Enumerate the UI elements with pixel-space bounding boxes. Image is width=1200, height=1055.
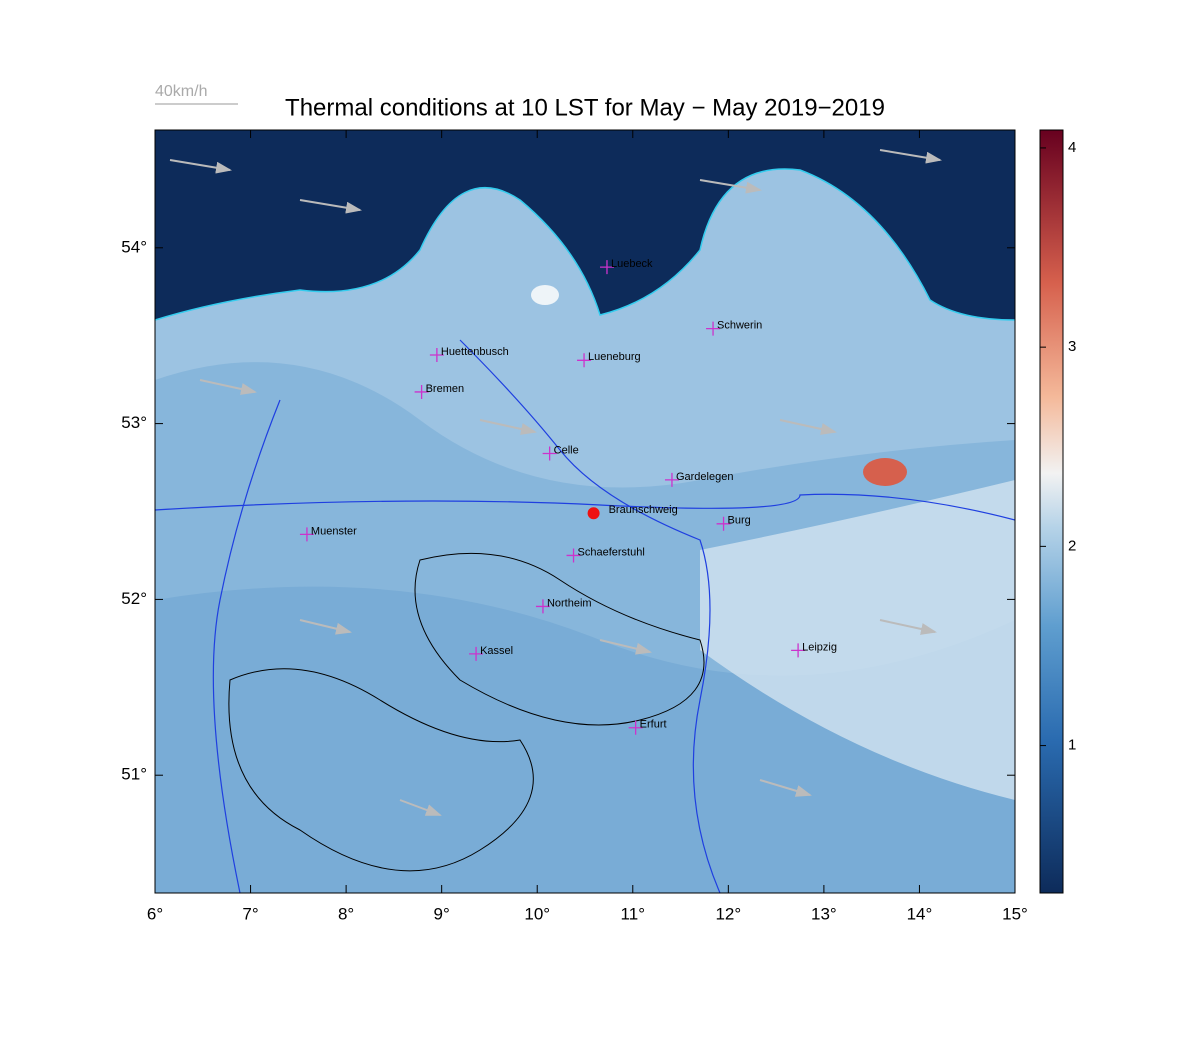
colorbar-tick-label: 2 (1068, 537, 1076, 554)
city-label: Schwerin (717, 320, 762, 332)
city-label: Huettenbusch (441, 346, 509, 358)
y-tick-label: 54° (121, 237, 147, 256)
x-tick-label: 9° (434, 904, 450, 923)
city-label: Burg (728, 515, 751, 527)
x-tick-label: 10° (524, 904, 550, 923)
y-tick-label: 51° (121, 765, 147, 784)
city-marker (706, 321, 721, 336)
city-label: Gardelegen (676, 471, 734, 483)
y-tick-label: 53° (121, 413, 147, 432)
city-marker (429, 348, 444, 363)
colorbar (1039, 129, 1064, 894)
x-tick-label: 14° (907, 904, 933, 923)
city-label: Celle (554, 444, 579, 456)
city-marker (628, 720, 643, 735)
x-tick-label: 12° (715, 904, 741, 923)
city-marker (299, 527, 314, 542)
x-tick-label: 6° (147, 904, 163, 923)
colorbar-tick-label: 4 (1068, 139, 1076, 156)
map-frame (154, 129, 1016, 894)
x-tick-label: 15° (1002, 904, 1028, 923)
colorbar-tick-label: 3 (1068, 338, 1076, 355)
city-marker (469, 646, 484, 661)
city-label: Muenster (311, 525, 357, 537)
city-marker (542, 446, 557, 461)
x-tick-label: 13° (811, 904, 837, 923)
map-field (155, 130, 1015, 893)
city-label: Leipzig (802, 641, 837, 653)
city-marker (566, 548, 581, 563)
x-tick-label: 8° (338, 904, 354, 923)
wind-legend: 40km/h (155, 83, 207, 100)
wind-arrows (169, 149, 942, 816)
city-label: Erfurt (640, 719, 667, 731)
city-label: Northeim (547, 597, 592, 609)
city-marker (664, 472, 679, 487)
city-label: Schaeferstuhl (578, 546, 645, 558)
city-marker (791, 643, 806, 658)
title: Thermal conditions at 10 LST for May − M… (285, 94, 885, 121)
city-label: Kassel (480, 645, 513, 657)
city-label: Luebeck (611, 258, 653, 270)
colorbar-tick-label: 1 (1068, 737, 1076, 754)
city-label: Lueneburg (588, 351, 641, 363)
city-marker (716, 516, 731, 531)
x-tick-label: 7° (242, 904, 258, 923)
city-marker (577, 353, 592, 368)
y-tick-label: 52° (121, 589, 147, 608)
city-marker (599, 260, 614, 275)
city-label: Bremen (426, 383, 465, 395)
city-label: Braunschweig (609, 504, 678, 516)
city-marker (587, 507, 600, 520)
x-tick-label: 11° (621, 904, 645, 923)
city-marker (414, 384, 429, 399)
city-marker (535, 599, 550, 614)
